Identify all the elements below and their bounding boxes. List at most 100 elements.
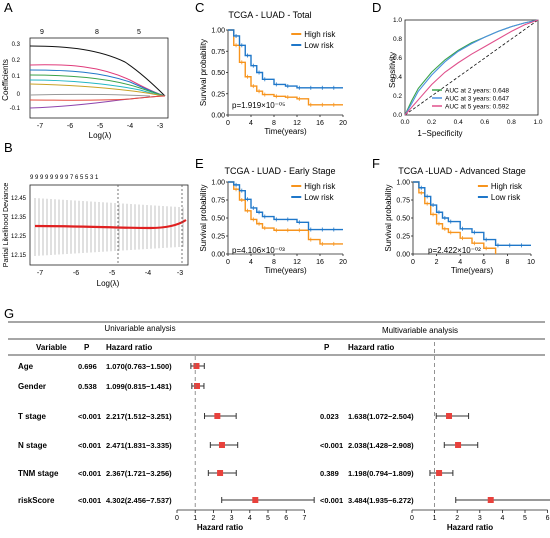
panel-f-title: TCGA -LUAD - Advanced Stage (398, 166, 526, 176)
forest-p-uni: <0.001 (78, 441, 101, 450)
legend-high-risk: High risk (304, 30, 336, 39)
km-y-tick-label: 0.50 (396, 216, 410, 223)
km-ylabel: Survival probability (199, 184, 208, 251)
forest-tick-label-uni: 3 (230, 515, 234, 522)
forest-tick-label-uni: 2 (211, 515, 215, 522)
forest-point-uni (252, 497, 259, 503)
forest-hr-uni: 1.099(0.815−1.481) (106, 382, 172, 391)
panel-a-y-tick: -0.1 (10, 106, 21, 112)
km-xlabel: Time(years) (264, 127, 307, 136)
km-y-tick-label: 0.50 (211, 70, 225, 77)
forest-hr-uni: 2.367(1.721−3.256) (106, 469, 172, 478)
forest-hr-multi: 1.638(1.072−2.504) (348, 412, 414, 421)
multi-xlabel: Hazard ratio (447, 523, 493, 532)
forest-point-uni (214, 413, 221, 419)
km-x-tick-label: 20 (339, 120, 347, 127)
panel-a-x-tick: -7 (37, 123, 43, 130)
forest-rows: Age 0.696 1.070(0.763−1.500) Gender 0.538 1.0… (18, 362, 550, 505)
km-y-tick-label: 1.00 (211, 28, 225, 35)
km-x-tick-label: 0 (411, 259, 415, 266)
km-curve-high-risk (228, 181, 343, 245)
km-curve-high-risk (228, 29, 343, 106)
forest-variable: Age (18, 362, 34, 371)
km-y-tick-label: 0.25 (211, 234, 225, 241)
forest-tick-label-multi: 0 (410, 515, 414, 522)
forest-variable: N stage (18, 441, 47, 450)
panel-e: TCGA - LUAD - Early Stage 0.000.250.500.… (199, 166, 347, 275)
panel-label-a: A (4, 0, 13, 15)
km-x-tick-label: 4 (458, 259, 462, 266)
forest-tick-label-multi: 4 (500, 515, 504, 522)
panel-a-y-tick: 0.2 (12, 58, 21, 64)
forest-tick-label-multi: 6 (546, 515, 550, 522)
roc-x-tick-label: 0.8 (507, 119, 516, 126)
panel-a-y-tick: 0.3 (12, 42, 21, 48)
panel-d-ticks: 0.00.0 0.2 0.2 0.4 0.4 0.6 0.6 0.8 0.8 1.0 1.0 (393, 17, 543, 126)
roc-x-tick-label: 0.0 (400, 119, 409, 126)
forest-tick-label-uni: 1 (193, 515, 197, 522)
panel-d-ylabel: Sensitivity (388, 52, 397, 88)
panel-label-c: C (195, 0, 204, 15)
km-y-tick-label: 0.00 (211, 113, 225, 120)
panel-a-x-tick: -5 (97, 123, 103, 130)
km-x-tick-label: 2 (435, 259, 439, 266)
km-x-tick-label: 16 (316, 120, 324, 127)
panel-d-plot (404, 19, 539, 116)
km-curve-low-risk (228, 181, 343, 231)
panel-label-e: E (195, 156, 204, 171)
coef-path (29, 83, 166, 97)
km-y-tick-label: 0.75 (211, 198, 225, 205)
col-hr-multi: Hazard ratio (348, 343, 394, 352)
col-p-uni: P (84, 343, 90, 352)
forest-p-multi: 0.389 (320, 469, 339, 478)
forest-point-multi (446, 413, 453, 419)
roc-y-tick-label: 1.0 (393, 17, 402, 24)
roc-curve (404, 19, 539, 116)
legend-high-risk: High risk (491, 182, 523, 191)
panel-f-pvalue: p=2.422×10⁻⁰² (428, 246, 481, 255)
km-x-tick-label: 0 (226, 120, 230, 127)
km-x-tick-label: 4 (249, 120, 253, 127)
panel-b-x-tick: -6 (73, 270, 79, 277)
col-p-multi: P (324, 343, 330, 352)
forest-hr-multi: 1.198(0.794−1.809) (348, 469, 414, 478)
forest-axes: 0 1 2 3 4 5 6 7 0 1 2 3 4 5 6 (175, 342, 550, 522)
panel-b-y-tick: 12.15 (11, 253, 27, 259)
forest-hr-uni: 2.471(1.831−3.335) (106, 441, 172, 450)
panel-b-xlabel: Log(λ) (97, 279, 120, 288)
panel-e-title: TCGA - LUAD - Early Stage (224, 166, 335, 176)
panel-b-x-tick: -5 (109, 270, 115, 277)
forest-variable: riskScore (18, 496, 55, 505)
forest-tick-label-uni: 5 (266, 515, 270, 522)
km-x-tick-label: 8 (272, 120, 276, 127)
km-y-tick-label: 0.75 (396, 198, 410, 205)
roc-x-tick-label: 1.0 (533, 119, 542, 126)
km-y-tick-label: 0.25 (211, 91, 225, 98)
panel-b-y-tick: 12.45 (11, 196, 27, 202)
panel-b-y-tick: 12.25 (11, 234, 27, 240)
forest-tick-label-multi: 5 (523, 515, 527, 522)
coef-path (29, 45, 166, 97)
forest-tick-label-multi: 1 (433, 515, 437, 522)
panel-a-x-tick: -3 (157, 123, 163, 130)
forest-variable: T stage (18, 412, 47, 421)
panel-c-pvalue: p=1.919×10⁻⁰⁵ (232, 101, 285, 110)
panel-b-ylabel: Partial Likelihood Deviance (3, 183, 10, 268)
forest-point-uni (193, 363, 200, 369)
roc-legend-label: AUC at 5 years: 0.592 (445, 104, 509, 111)
km-y-tick-label: 1.00 (211, 180, 225, 187)
forest-tick-label-uni: 7 (302, 515, 306, 522)
panel-d-xlabel: 1−Specificity (417, 129, 462, 138)
forest-point-multi (455, 442, 462, 448)
panel-e-plot: 0.00 0.25 0.50 0.75 1.00 0 4 8 12 16 20 Time(years)… (199, 180, 347, 276)
roc-y-tick-label: 0.2 (393, 93, 402, 100)
roc-curve (404, 19, 539, 116)
km-y-tick-label: 0.00 (396, 252, 410, 259)
roc-diagonal (404, 19, 539, 116)
forest-hr-multi: 3.484(1.935−6.272) (348, 496, 414, 505)
forest-tick-label-multi: 2 (455, 515, 459, 522)
forest-p-uni: <0.001 (78, 412, 101, 421)
km-xlabel: Time(years) (264, 266, 307, 275)
